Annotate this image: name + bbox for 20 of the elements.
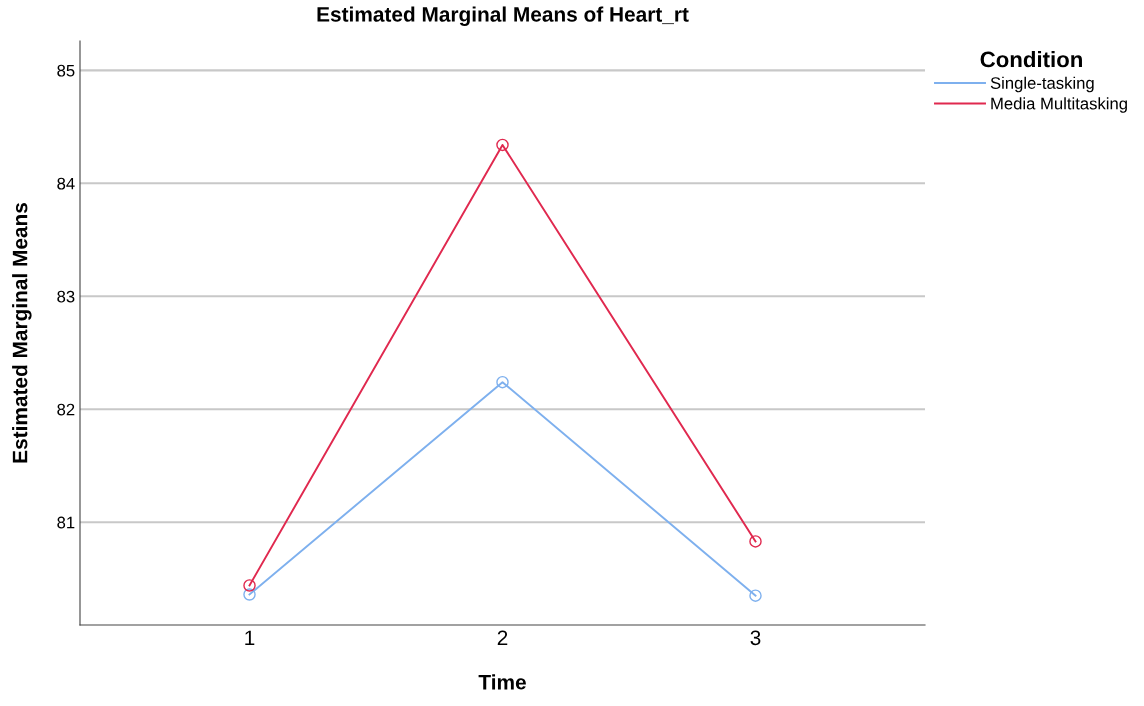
- point: [749, 589, 762, 602]
- point: [749, 535, 762, 548]
- y-tick-label: 85: [57, 64, 75, 77]
- legend-title: Condition: [980, 51, 1082, 68]
- y-tick-label: 84: [57, 177, 75, 190]
- legend-label: Media Multitasking: [991, 97, 1127, 113]
- y-tick-label: 81: [57, 516, 75, 529]
- legend-label: Single-tasking: [990, 76, 1094, 93]
- x-tick-label: 2: [497, 630, 508, 645]
- point: [243, 579, 256, 592]
- y-axis-title: Estimated Marginal Means: [12, 203, 32, 463]
- chart-title: Estimated Marginal Means of Heart_rt: [317, 6, 689, 26]
- x-tick-label: 1: [245, 630, 255, 645]
- x-axis-title: Time: [478, 674, 526, 690]
- x-tick-label: 3: [750, 630, 761, 646]
- y-tick-label: 82: [57, 403, 75, 416]
- point: [243, 588, 256, 601]
- y-tick-label: 83: [57, 290, 75, 303]
- point: [496, 138, 509, 152]
- point: [496, 375, 509, 389]
